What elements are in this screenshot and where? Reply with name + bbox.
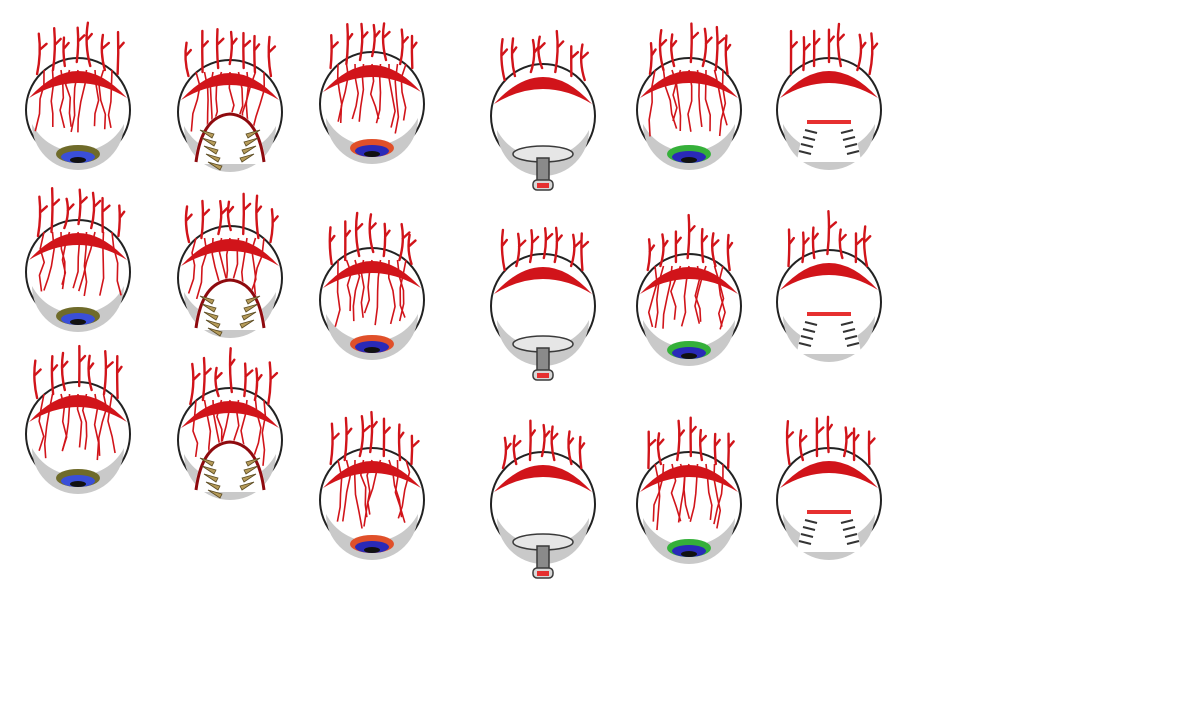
mech-eye-sprite-col4-frame2 (490, 226, 596, 381)
mouth-sprite-col2-frame3 (177, 347, 283, 500)
eye-sprite-col1-frame3 (25, 344, 131, 494)
eye-sprite-col5-frame2 (636, 213, 742, 366)
mech-eye-sprite-col4-frame3 (490, 419, 596, 579)
eye-sprite-col5-frame1 (636, 22, 742, 170)
mouth-sprite-col2-frame2 (177, 192, 283, 338)
eye-sprite-col5-frame3 (636, 416, 742, 564)
mech-mouth-sprite-col6-frame2 (776, 210, 882, 362)
mech-mouth-sprite-col6-frame3 (776, 415, 882, 560)
mech-mouth-sprite-col6-frame1 (776, 22, 882, 170)
eye-sprite-col3-frame3 (319, 410, 425, 560)
eye-sprite-col3-frame2 (319, 211, 425, 360)
mouth-sprite-col2-frame1 (177, 28, 283, 172)
eye-sprite-col3-frame1 (319, 22, 425, 164)
eye-sprite-col1-frame1 (25, 21, 131, 170)
eye-sprite-col1-frame2 (25, 186, 131, 332)
mech-eye-sprite-col4-frame1 (490, 29, 596, 191)
